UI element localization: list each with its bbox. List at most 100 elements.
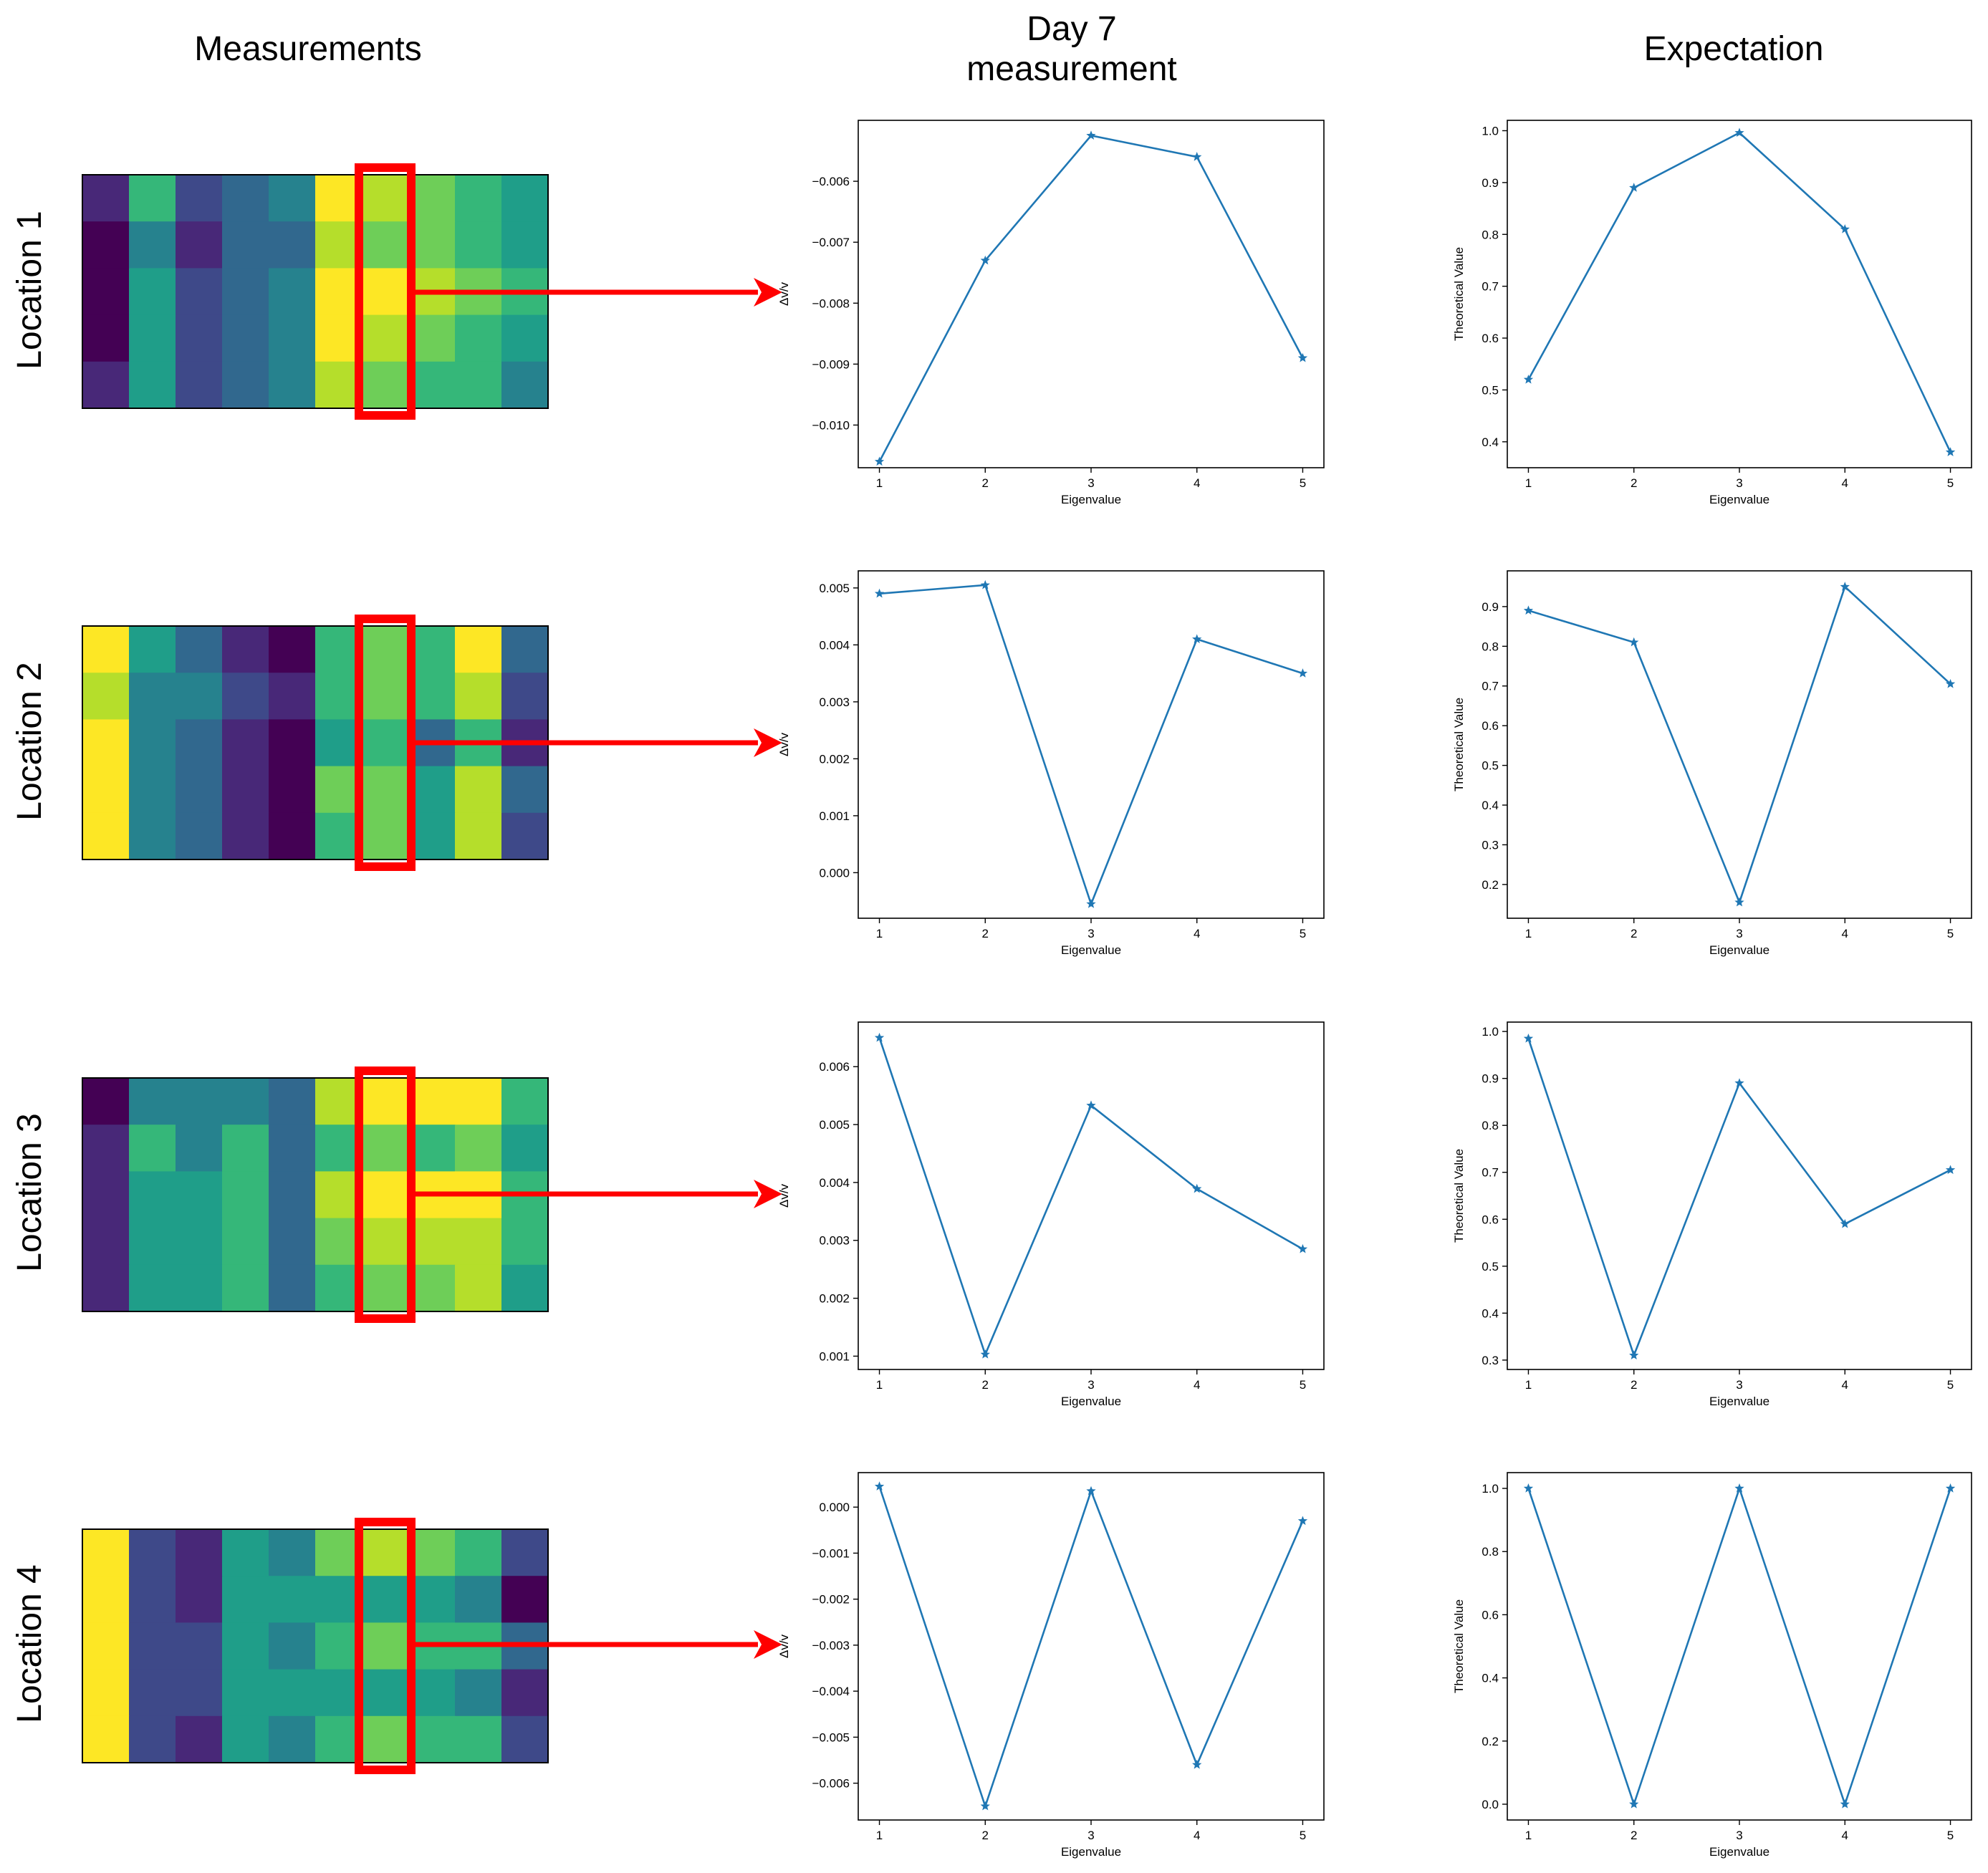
data-point-star (1629, 637, 1639, 647)
charts-layer: 1 2 3 4 5 −0.006 −0.007 −0.008 −0.009 −0.010 Eigen… (777, 120, 1972, 1859)
y-tick-label: 0.004 (819, 1176, 850, 1190)
heatmap-cell (82, 673, 130, 720)
plot-frame (1507, 120, 1972, 468)
y-tick-label: 0.5 (1482, 1260, 1499, 1273)
heatmap-cell (362, 626, 409, 673)
heatmap-cell (222, 766, 269, 814)
x-tick-label: 5 (1300, 476, 1306, 490)
x-tick-label: 4 (1194, 927, 1200, 940)
heatmap-cell (269, 1669, 316, 1717)
x-axis-label: Eigenvalue (1061, 493, 1121, 506)
y-tick-label: −0.001 (812, 1546, 850, 1560)
expectation-chart-location-2: 1 2 3 4 5 0.9 0.8 0.7 0.6 0.5 0.4 0.3 0.2 Eigenvalue T… (1452, 570, 1972, 957)
heatmap-cell (408, 812, 456, 860)
x-tick-label: 1 (1525, 1378, 1532, 1392)
heatmap-cell (269, 221, 316, 269)
heatmap-cell (501, 1715, 549, 1763)
y-tick-label: 0.4 (1482, 1306, 1499, 1320)
y-tick-label: 0.8 (1482, 228, 1499, 241)
heatmap-cell (408, 1078, 456, 1125)
heatmap-cell (222, 1622, 269, 1670)
heatmap-cell (176, 1576, 223, 1623)
heatmap-cell (315, 1715, 362, 1763)
heatmap-cell (455, 1218, 502, 1266)
y-tick-label: 0.6 (1482, 1608, 1499, 1622)
y-axis-label: Δv/v (777, 1183, 791, 1208)
x-tick-label: 5 (1300, 927, 1306, 940)
heatmap-cell (315, 1218, 362, 1266)
heatmap-cell (501, 1529, 549, 1576)
measurement-chart-location-2: 1 2 3 4 5 0.005 0.004 0.003 0.002 0.001 0.000 Eigen… (777, 570, 1325, 957)
heatmap-cell (269, 268, 316, 316)
heatmap-cell (129, 1576, 176, 1623)
heatmap-cell (315, 1529, 362, 1576)
data-point-star (1192, 152, 1202, 161)
x-tick-label: 3 (1736, 1829, 1742, 1842)
heatmap-cell (82, 314, 130, 362)
heatmap-cell (129, 1125, 176, 1172)
heatmap-cell (82, 1576, 130, 1623)
heatmap-cell (408, 673, 456, 720)
data-point-star (1192, 1183, 1202, 1193)
heatmap-cell (362, 766, 409, 814)
y-tick-label: 0.8 (1482, 1119, 1499, 1132)
heatmap-cell (315, 673, 362, 720)
heatmap-cell (176, 1669, 223, 1717)
heatmap-cell (501, 1218, 549, 1266)
x-tick-label: 1 (876, 927, 883, 940)
y-tick-label: 1.0 (1482, 124, 1499, 138)
data-point-star (1945, 1483, 1956, 1493)
y-tick-label: 0.7 (1482, 280, 1499, 294)
heatmap-cell (129, 1078, 176, 1125)
plot-frame (858, 570, 1325, 919)
data-point-star (874, 1481, 885, 1491)
x-tick-label: 1 (1525, 476, 1532, 490)
heatmap-cell (129, 221, 176, 269)
y-axis-label: Theoretical Value (1452, 1599, 1466, 1693)
heatmap-cell (176, 626, 223, 673)
x-axis-label: Eigenvalue (1061, 1395, 1121, 1408)
heatmap-cell (82, 1078, 130, 1125)
plot-frame (858, 1021, 1325, 1370)
heatmap-cell (176, 1529, 223, 1576)
y-tick-label: 0.002 (819, 752, 850, 766)
heatmap-cell (269, 361, 316, 409)
data-point-star (1840, 1799, 1850, 1809)
x-tick-label: 2 (982, 927, 989, 940)
data-point-star (1629, 1799, 1639, 1809)
heatmap-cell (315, 1264, 362, 1312)
y-tick-label: 0.6 (1482, 332, 1499, 345)
heatmap-cell (129, 361, 176, 409)
heatmap-cell (501, 361, 549, 409)
heatmap-cell (129, 673, 176, 720)
y-tick-label: 0.001 (819, 1349, 850, 1363)
data-point-star (1086, 899, 1096, 908)
heatmap-cell (501, 766, 549, 814)
x-tick-label: 2 (1631, 1829, 1637, 1842)
x-tick-label: 2 (1631, 476, 1637, 490)
heatmap-cell (176, 268, 223, 316)
y-tick-label: −0.008 (812, 297, 850, 310)
y-tick-label: 0.006 (819, 1060, 850, 1074)
y-tick-label: 1.0 (1482, 1025, 1499, 1039)
column-header-measurements: Measurements (194, 30, 421, 68)
heatmap-cell (315, 361, 362, 409)
heatmap-cell (408, 1576, 456, 1623)
heatmap-cell (129, 1171, 176, 1219)
heatmap-cell (315, 221, 362, 269)
measurement-chart-location-3: 1 2 3 4 5 0.006 0.005 0.004 0.003 0.002 0.001 Eigen… (777, 1021, 1325, 1408)
heatmap-cell (176, 221, 223, 269)
x-tick-label: 5 (1300, 1378, 1306, 1392)
x-tick-label: 1 (1525, 927, 1532, 940)
heatmap-cell (501, 175, 549, 222)
heatmap-cell (455, 812, 502, 860)
heatmap-cell (315, 1622, 362, 1670)
expectation-chart-location-4: 1 2 3 4 5 1.0 0.8 0.6 0.4 0.2 0.0 Eigenvalue Theoret… (1452, 1472, 1972, 1859)
data-point-star (874, 456, 885, 466)
heatmaps-layer (82, 163, 782, 1774)
heatmap-cell (129, 1622, 176, 1670)
heatmap-cell (455, 1715, 502, 1763)
y-axis-label: Theoretical Value (1452, 1149, 1466, 1243)
measurement-chart-location-1: 1 2 3 4 5 −0.006 −0.007 −0.008 −0.009 −0.010 Eigen… (777, 120, 1325, 506)
